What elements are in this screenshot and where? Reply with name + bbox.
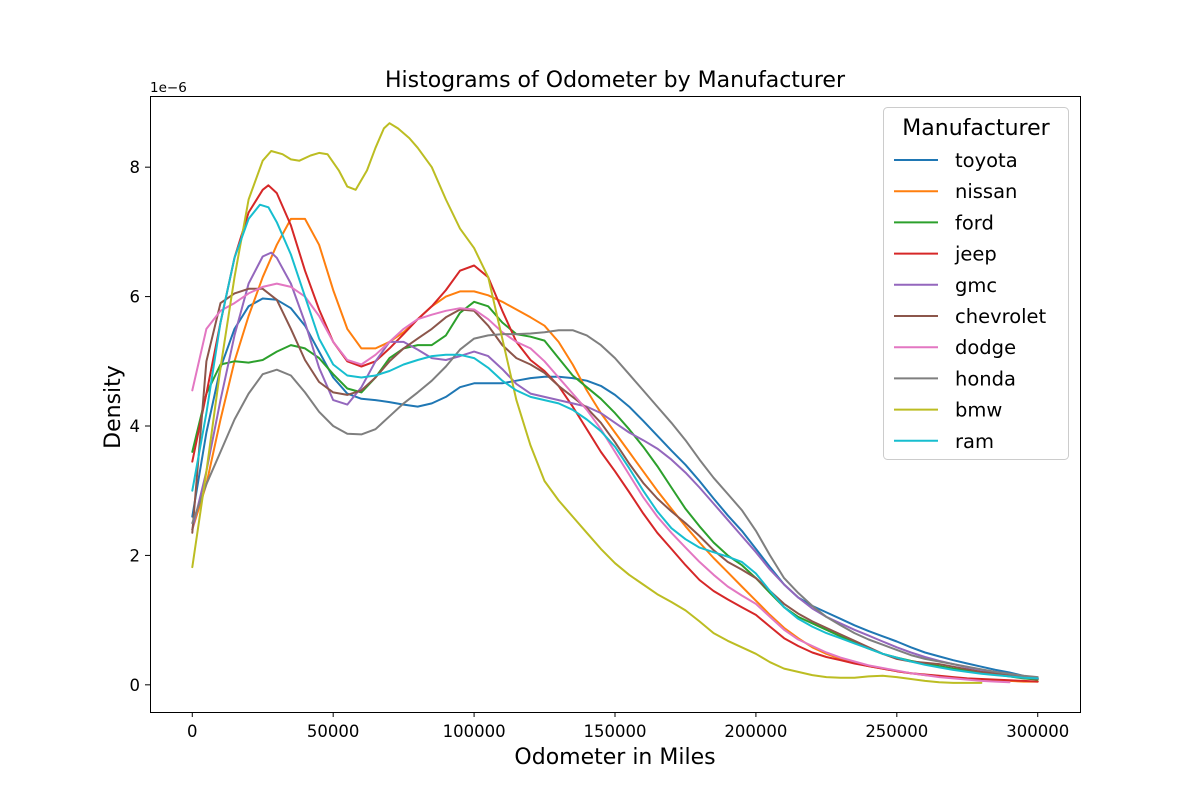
y-tick-label: 6 — [130, 288, 141, 307]
x-axis-label: Odometer in Miles — [514, 745, 715, 770]
legend-label-nissan: nissan — [955, 180, 1017, 203]
series-line-toyota — [191, 297, 1039, 680]
series-line-gmc — [191, 251, 1039, 680]
legend-title: Manufacturer — [902, 116, 1050, 141]
legend-label-bmw: bmw — [955, 399, 1002, 422]
legend-items: toyota nissan ford jeep gmc chevrolet dodge hon… — [894, 149, 1047, 453]
series-line-bmw — [191, 122, 983, 684]
x-tick-label: 250000 — [865, 722, 928, 741]
y-tick-label: 2 — [130, 546, 141, 565]
series-line-dodge — [191, 282, 1011, 684]
x-tick-label: 200000 — [724, 722, 787, 741]
x-tick-label: 300000 — [1006, 722, 1069, 741]
legend-label-jeep: jeep — [954, 243, 997, 266]
legend-label-chevrolet: chevrolet — [955, 305, 1047, 328]
series-line-honda — [191, 329, 1039, 679]
y-tick-label: 4 — [130, 417, 141, 436]
chart-title: Histograms of Odometer by Manufacturer — [385, 68, 846, 93]
y-offset-label: 1e−6 — [150, 80, 187, 96]
legend-label-ram: ram — [955, 430, 994, 453]
legend-label-dodge: dodge — [955, 336, 1016, 359]
legend-label-honda: honda — [955, 367, 1016, 390]
legend-label-toyota: toyota — [955, 149, 1018, 172]
x-tick-label: 150000 — [584, 722, 647, 741]
legend: Manufacturer toyota nissan ford jeep gmc chev… — [883, 107, 1069, 460]
series-line-ram — [191, 203, 1039, 680]
y-axis-label: Density — [101, 365, 126, 449]
plot-frame — [150, 96, 1081, 713]
series-layer — [191, 122, 1039, 684]
legend-box — [883, 107, 1069, 460]
x-tick-label: 100000 — [443, 722, 506, 741]
legend-label-ford: ford — [955, 211, 994, 234]
ticks-layer: 0 50000 100000 150000 200000 250000 300000 0 2 4 6… — [130, 158, 1070, 741]
series-line-chevrolet — [191, 287, 1039, 680]
y-tick-label: 0 — [130, 676, 141, 695]
legend-label-gmc: gmc — [955, 274, 997, 297]
x-tick-label: 0 — [187, 722, 198, 741]
x-tick-label: 50000 — [307, 722, 360, 741]
y-tick-label: 8 — [130, 158, 141, 177]
